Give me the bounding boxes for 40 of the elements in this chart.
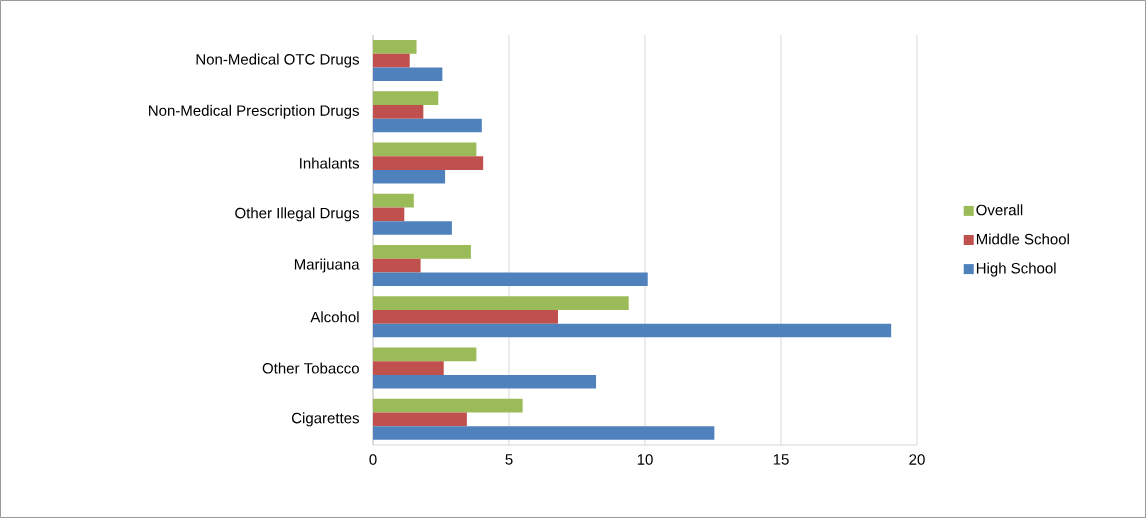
x-tick-label: 20 (909, 454, 925, 465)
legend-label: Middle School (976, 233, 1069, 245)
bar (373, 105, 424, 119)
legend-label: High School (976, 262, 1056, 277)
x-tick-label: 10 (637, 454, 653, 465)
bar (373, 272, 648, 287)
bar (373, 426, 715, 440)
y-tick-label: Marijuana (294, 258, 360, 273)
bar (373, 207, 405, 222)
y-tick-label: Other Illegal Drugs (235, 207, 359, 222)
x-tick-label: 5 (505, 454, 513, 465)
bar (373, 361, 444, 375)
y-tick-label: Alcohol (310, 311, 359, 323)
x-tick-label: 15 (773, 454, 789, 465)
bar (373, 412, 467, 427)
bar (373, 398, 523, 413)
y-tick-label: Other Tobacco (262, 362, 359, 374)
bar (373, 193, 414, 208)
bar (373, 323, 892, 338)
bar (373, 374, 597, 389)
bar (373, 258, 421, 273)
bar (373, 347, 477, 362)
y-tick-label: Cigarettes (291, 412, 359, 427)
y-tick-label: Inhalants (300, 157, 359, 169)
x-tick-label: 0 (369, 454, 377, 465)
y-tick-label: Non-Medical OTC Drugs (196, 53, 359, 68)
bar (373, 296, 629, 311)
bar (373, 40, 417, 54)
bar (373, 91, 439, 106)
bar (373, 310, 558, 324)
bar (373, 245, 471, 259)
bar (373, 67, 443, 82)
bar (373, 142, 477, 157)
bar (373, 156, 484, 170)
bar (373, 118, 482, 133)
y-tick-label: Non-Medical Prescription Drugs (149, 104, 359, 119)
bar (373, 53, 410, 68)
bar (373, 169, 446, 184)
legend-label: Overall (976, 204, 1023, 216)
bar (373, 221, 452, 235)
